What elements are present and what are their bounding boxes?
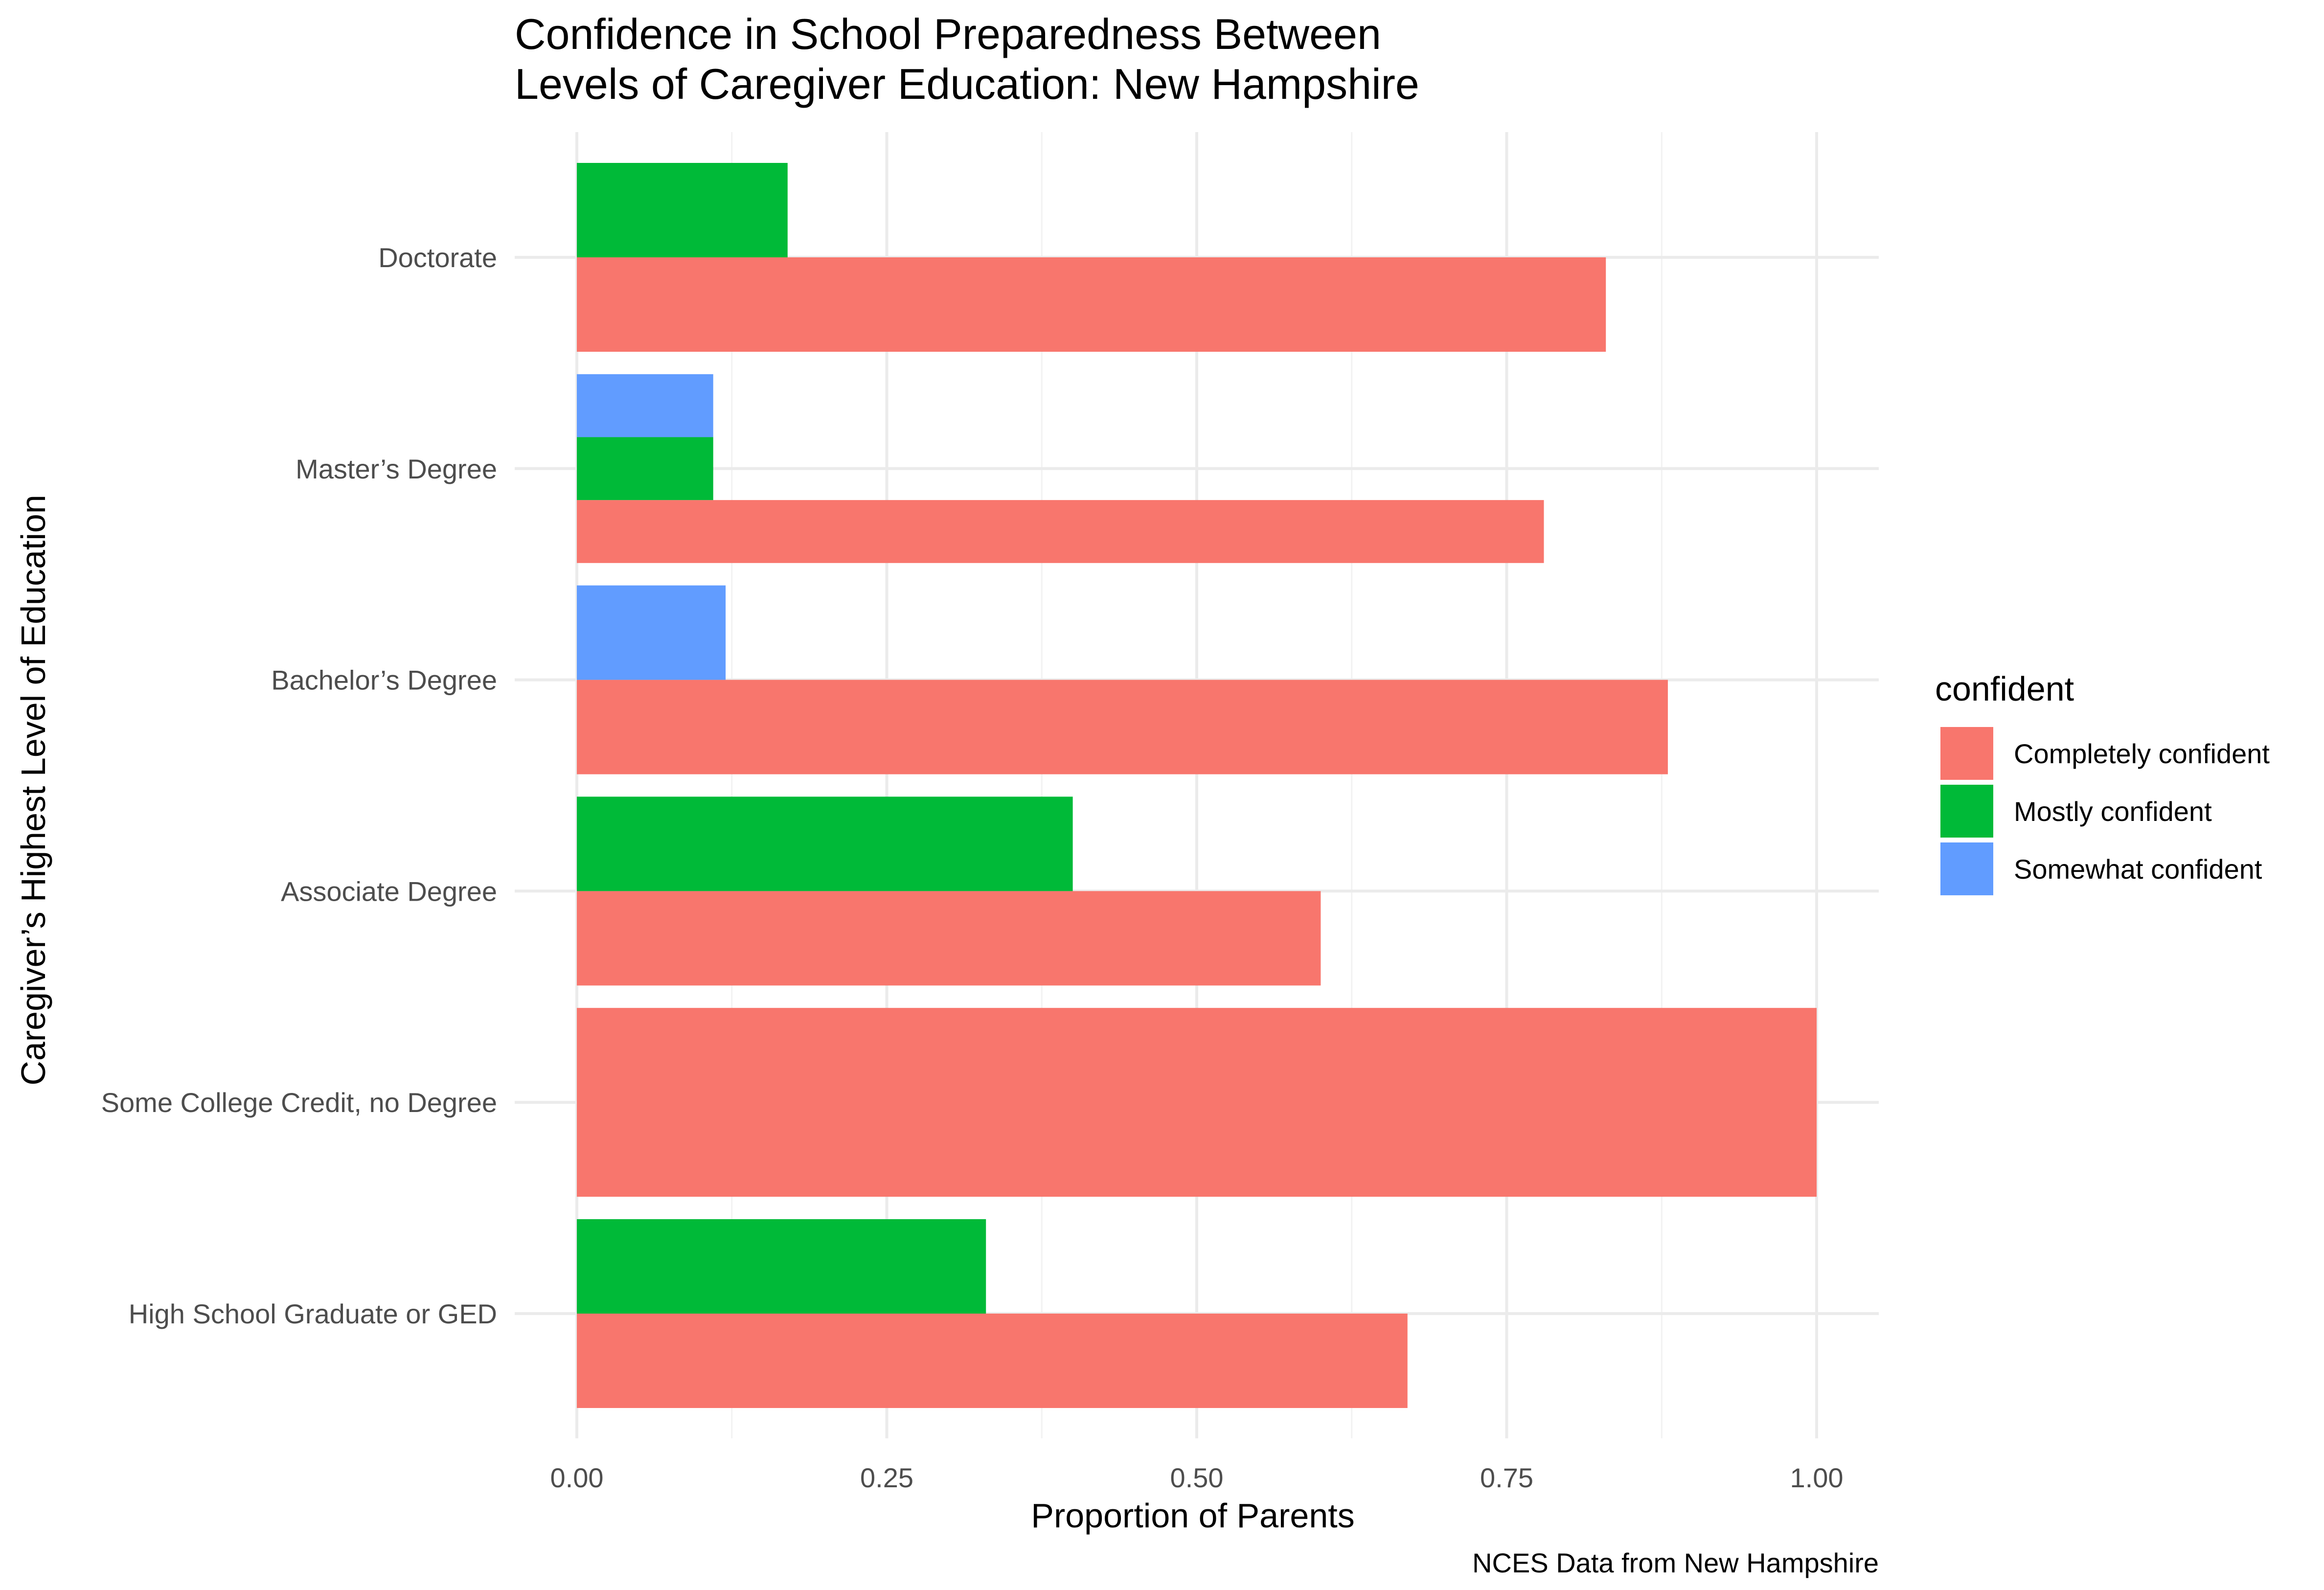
bar-completely-confident xyxy=(577,1314,1408,1408)
legend-item: Somewhat confident xyxy=(1940,842,2262,895)
bar-completely-confident xyxy=(577,680,1668,774)
legend: confident Completely confident Mostly con… xyxy=(1935,670,2270,895)
legend-items: Completely confident Mostly confident Some… xyxy=(1940,727,2270,895)
bar-mostly-confident xyxy=(577,437,713,500)
x-tick-label: 0.25 xyxy=(860,1462,913,1493)
y-tick-label: High School Graduate or GED xyxy=(129,1298,497,1329)
bar-mostly-confident xyxy=(577,796,1073,891)
legend-title: confident xyxy=(1935,670,2074,708)
bar-completely-confident xyxy=(577,500,1544,563)
bar-somewhat-confident xyxy=(577,585,726,680)
x-tick-label: 0.50 xyxy=(1170,1462,1224,1493)
bar-mostly-confident xyxy=(577,163,788,257)
legend-label: Mostly confident xyxy=(2014,796,2212,827)
bar-somewhat-confident xyxy=(577,374,713,437)
bars xyxy=(577,163,1817,1408)
legend-item: Mostly confident xyxy=(1940,785,2212,838)
y-axis-title: Caregiver’s Highest Level of Education xyxy=(14,495,52,1086)
tick-labels: High School Graduate or GED Some College … xyxy=(101,242,1844,1493)
chart-title-line-1: Confidence in School Preparedness Betwee… xyxy=(515,10,1381,58)
x-tick-label: 1.00 xyxy=(1790,1462,1844,1493)
bar-mostly-confident xyxy=(577,1219,986,1314)
legend-swatch xyxy=(1940,842,1993,895)
x-tick-label: 0.75 xyxy=(1480,1462,1533,1493)
bar-completely-confident xyxy=(577,1008,1817,1197)
bar-completely-confident xyxy=(577,257,1606,352)
y-tick-label: Doctorate xyxy=(378,242,497,273)
bar-completely-confident xyxy=(577,891,1321,986)
legend-swatch xyxy=(1940,727,1993,780)
y-tick-label: Master’s Degree xyxy=(296,454,497,484)
x-tick-label: 0.00 xyxy=(550,1462,604,1493)
legend-item: Completely confident xyxy=(1940,727,2270,780)
caption: NCES Data from New Hampshire xyxy=(1472,1547,1879,1578)
legend-label: Somewhat confident xyxy=(2014,854,2262,885)
x-axis-title: Proportion of Parents xyxy=(1031,1497,1354,1535)
legend-swatch xyxy=(1940,785,1993,838)
legend-label: Completely confident xyxy=(2014,738,2270,769)
y-tick-label: Some College Credit, no Degree xyxy=(101,1087,497,1118)
y-tick-label: Associate Degree xyxy=(281,876,497,907)
chart-title-line-2: Levels of Caregiver Education: New Hamps… xyxy=(515,60,1419,108)
y-tick-label: Bachelor’s Degree xyxy=(271,665,497,696)
